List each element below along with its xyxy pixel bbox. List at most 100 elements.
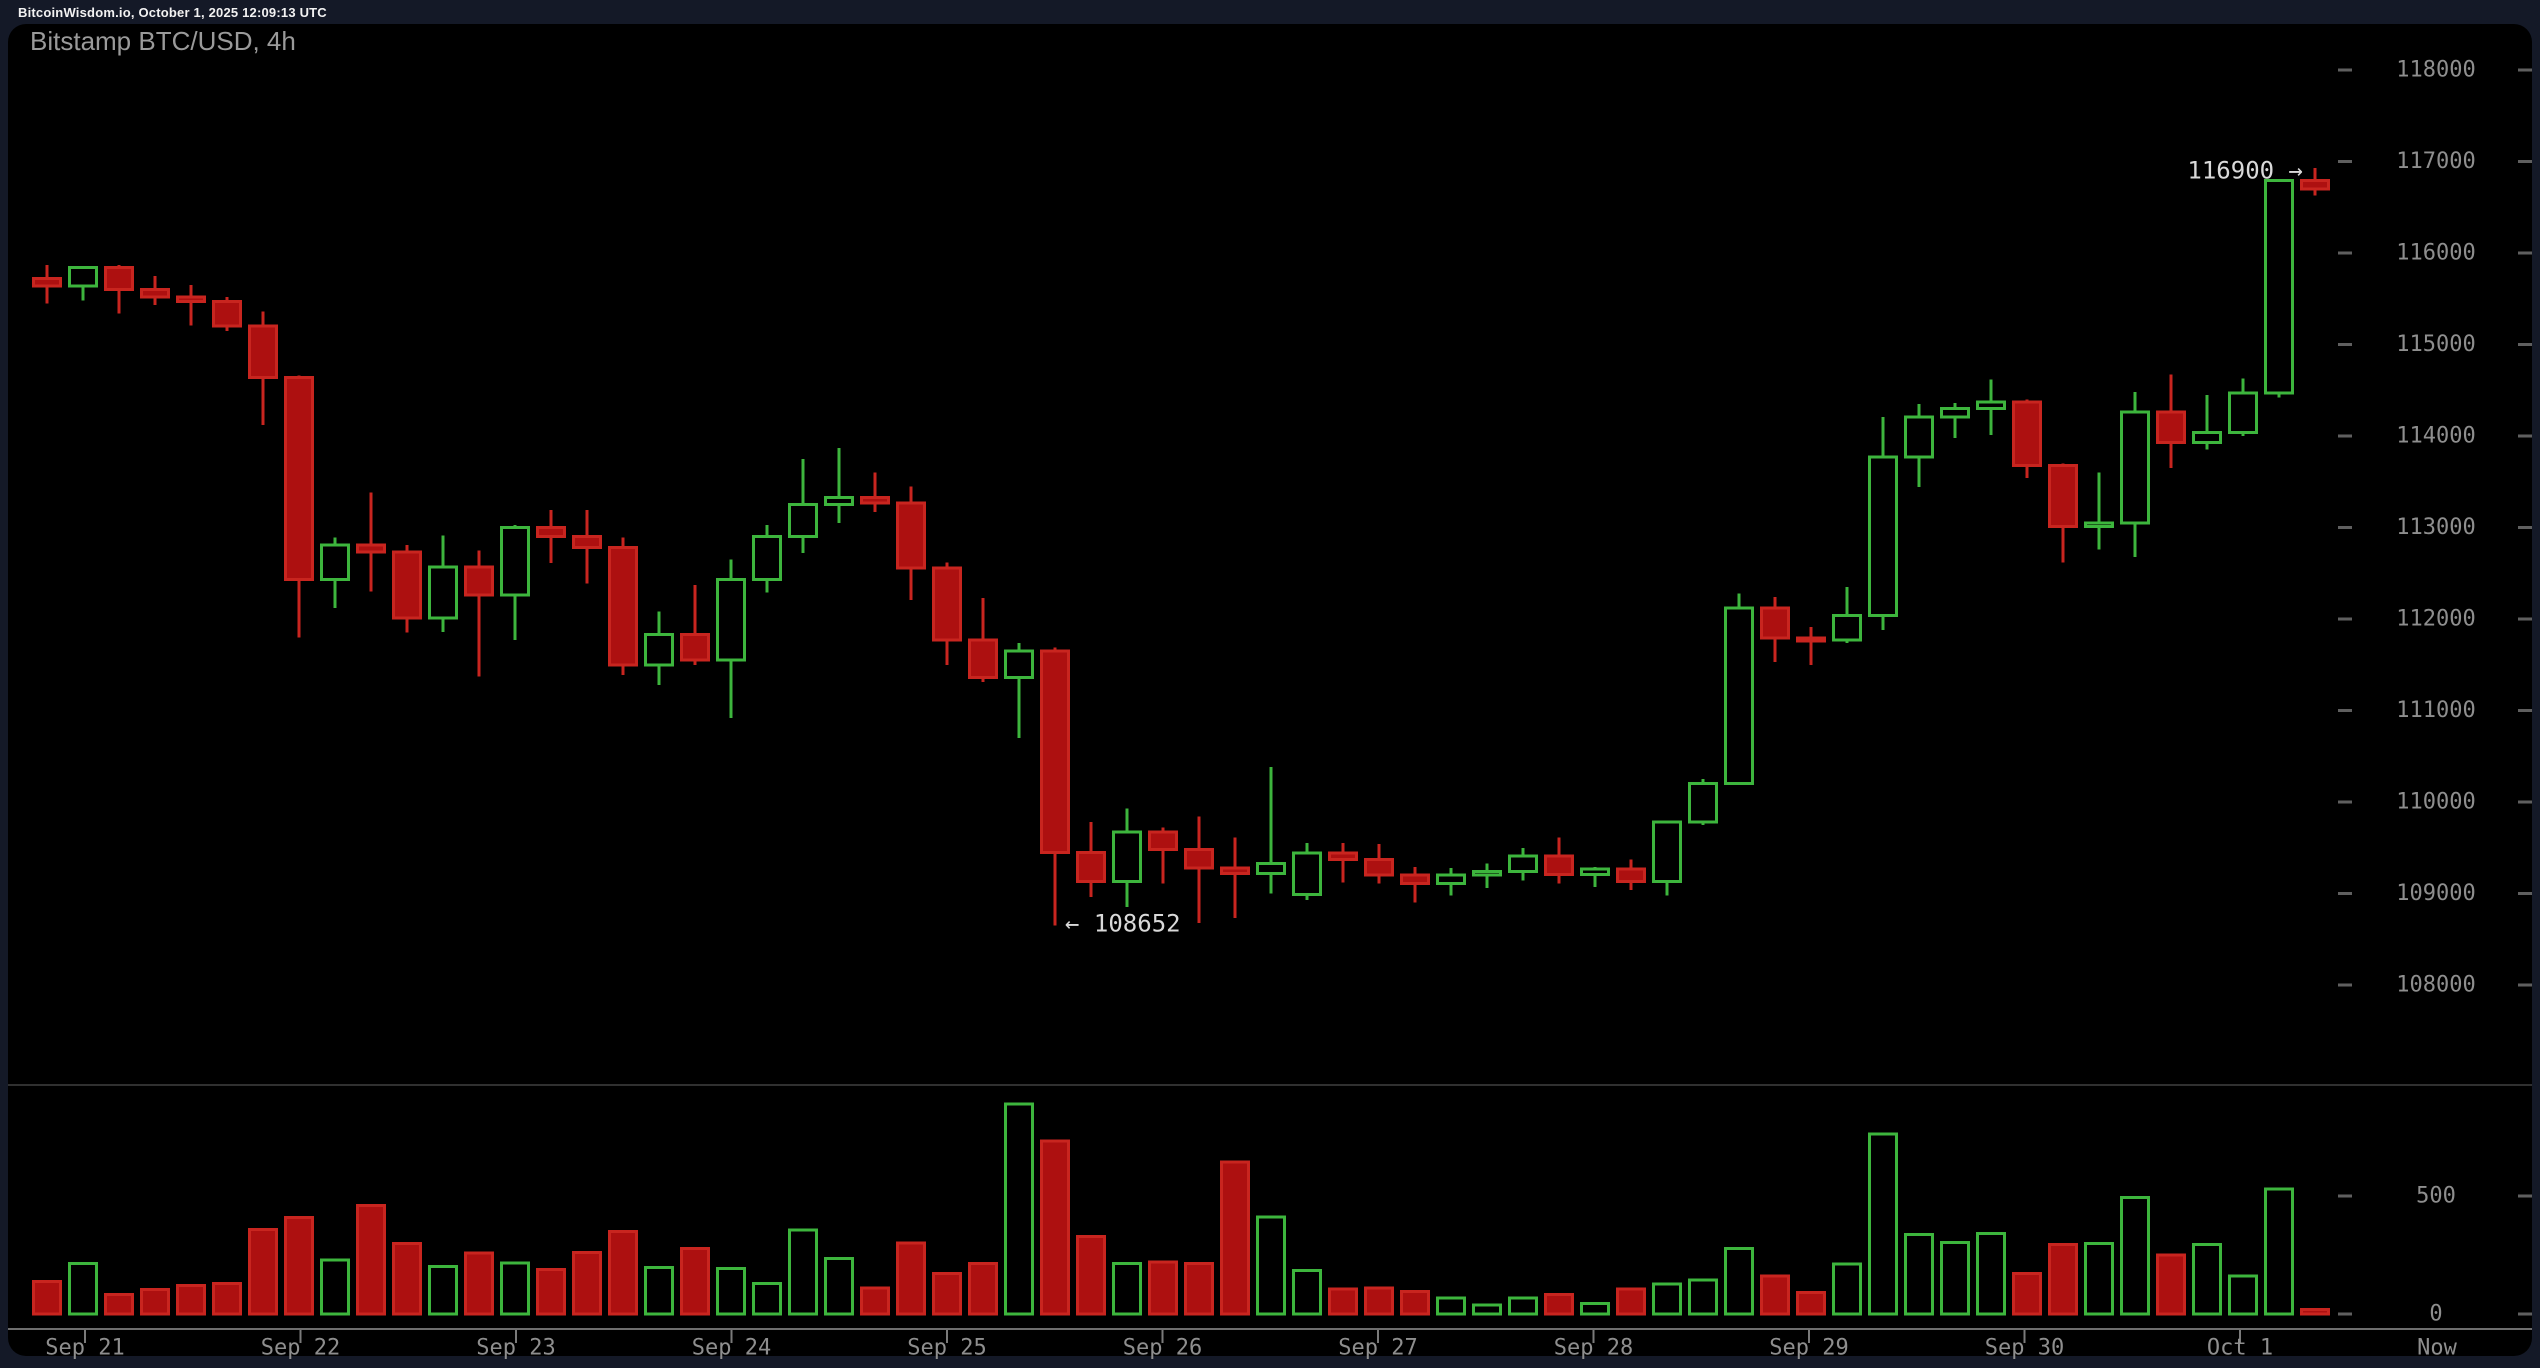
volume-bar[interactable] — [1076, 1235, 1106, 1316]
volume-bar[interactable] — [572, 1251, 602, 1316]
volume-bar[interactable] — [248, 1228, 278, 1316]
volume-bar[interactable] — [1400, 1289, 1430, 1316]
volume-bar[interactable] — [860, 1286, 890, 1316]
candle[interactable] — [1904, 415, 1934, 459]
volume-bar[interactable] — [500, 1261, 530, 1316]
volume-bar[interactable] — [2228, 1274, 2258, 1316]
candle[interactable] — [1256, 861, 1286, 875]
candle[interactable] — [1940, 407, 1970, 419]
candle[interactable] — [428, 565, 458, 620]
candle[interactable] — [1508, 854, 1538, 874]
volume-bar[interactable] — [2300, 1308, 2330, 1316]
volume-bar[interactable] — [896, 1241, 926, 1316]
volume-bar[interactable] — [1256, 1215, 1286, 1316]
candle[interactable] — [1688, 782, 1718, 824]
candle[interactable] — [860, 495, 890, 505]
volume-bar[interactable] — [2084, 1241, 2114, 1316]
volume-bar[interactable] — [68, 1261, 98, 1316]
candle[interactable] — [1040, 649, 1070, 854]
candle[interactable] — [392, 550, 422, 620]
volume-bar[interactable] — [2120, 1196, 2150, 1316]
candle[interactable] — [1472, 870, 1502, 877]
candle[interactable] — [104, 266, 134, 292]
candle[interactable] — [608, 546, 638, 667]
volume-bar[interactable] — [1292, 1268, 1322, 1316]
candle[interactable] — [1724, 606, 1754, 786]
volume-bar[interactable] — [1472, 1303, 1502, 1316]
candle[interactable] — [1832, 613, 1862, 642]
candle[interactable] — [1328, 851, 1358, 862]
candle[interactable] — [1544, 854, 1574, 876]
candle[interactable] — [140, 288, 170, 299]
volume-bar[interactable] — [2048, 1242, 2078, 1316]
volume-bar[interactable] — [680, 1246, 710, 1316]
volume-bar[interactable] — [1616, 1287, 1646, 1316]
candle[interactable] — [1364, 858, 1394, 877]
candle[interactable] — [2192, 430, 2222, 444]
candle[interactable] — [1220, 866, 1250, 875]
volume-bar[interactable] — [2156, 1253, 2186, 1316]
volume-bar[interactable] — [1004, 1102, 1034, 1316]
volume-bar[interactable] — [1220, 1160, 1250, 1316]
volume-bar[interactable] — [752, 1281, 782, 1316]
candle[interactable] — [1184, 848, 1214, 870]
volume-bar[interactable] — [104, 1293, 134, 1316]
candle[interactable] — [968, 638, 998, 680]
candle[interactable] — [2084, 521, 2114, 529]
candle[interactable] — [464, 565, 494, 597]
volume-bar[interactable] — [392, 1241, 422, 1316]
candle[interactable] — [716, 578, 746, 662]
candle[interactable] — [2012, 400, 2042, 467]
volume-bar[interactable] — [536, 1267, 566, 1316]
candle[interactable] — [680, 633, 710, 662]
candle[interactable] — [500, 526, 530, 597]
volume-bar[interactable] — [284, 1216, 314, 1316]
candle[interactable] — [1868, 455, 1898, 617]
candle[interactable] — [2156, 410, 2186, 444]
volume-bar[interactable] — [2192, 1242, 2222, 1316]
candle[interactable] — [32, 277, 62, 288]
candle[interactable] — [752, 535, 782, 582]
candle[interactable] — [1760, 606, 1790, 640]
candle[interactable] — [284, 375, 314, 582]
volume-bar[interactable] — [716, 1266, 746, 1316]
candle[interactable] — [356, 543, 386, 554]
volume-bar[interactable] — [644, 1265, 674, 1316]
chart-panel[interactable] — [8, 24, 2532, 1356]
volume-bar[interactable] — [968, 1262, 998, 1316]
volume-bar[interactable] — [788, 1228, 818, 1316]
candle[interactable] — [1976, 400, 2006, 411]
volume-bar[interactable] — [1544, 1293, 1574, 1316]
candle[interactable] — [2048, 463, 2078, 529]
candle[interactable] — [1652, 820, 1682, 884]
candle[interactable] — [1004, 649, 1034, 680]
candle[interactable] — [1796, 636, 1826, 643]
volume-bar[interactable] — [2264, 1187, 2294, 1316]
candle[interactable] — [644, 633, 674, 667]
volume-bar[interactable] — [1688, 1278, 1718, 1316]
candle[interactable] — [320, 543, 350, 582]
volume-bar[interactable] — [1436, 1296, 1466, 1316]
volume-bar[interactable] — [1904, 1233, 1934, 1316]
candle[interactable] — [896, 501, 926, 570]
volume-bar[interactable] — [932, 1271, 962, 1316]
candle[interactable] — [1112, 830, 1142, 884]
volume-bar[interactable] — [1832, 1262, 1862, 1316]
volume-bar[interactable] — [1976, 1231, 2006, 1316]
volume-bar[interactable] — [1940, 1241, 1970, 1316]
volume-bar[interactable] — [608, 1230, 638, 1316]
volume-bar[interactable] — [824, 1256, 854, 1316]
volume-bar[interactable] — [32, 1280, 62, 1316]
volume-bar[interactable] — [1328, 1287, 1358, 1316]
candle[interactable] — [68, 266, 98, 288]
candle[interactable] — [572, 535, 602, 550]
volume-bar[interactable] — [1652, 1282, 1682, 1316]
candle[interactable] — [1292, 851, 1322, 896]
candle[interactable] — [1580, 867, 1610, 876]
candle[interactable] — [2120, 410, 2150, 525]
volume-bar[interactable] — [1796, 1290, 1826, 1316]
volume-bar[interactable] — [1184, 1262, 1214, 1316]
volume-bar[interactable] — [1724, 1246, 1754, 1316]
candle[interactable] — [2300, 179, 2330, 191]
